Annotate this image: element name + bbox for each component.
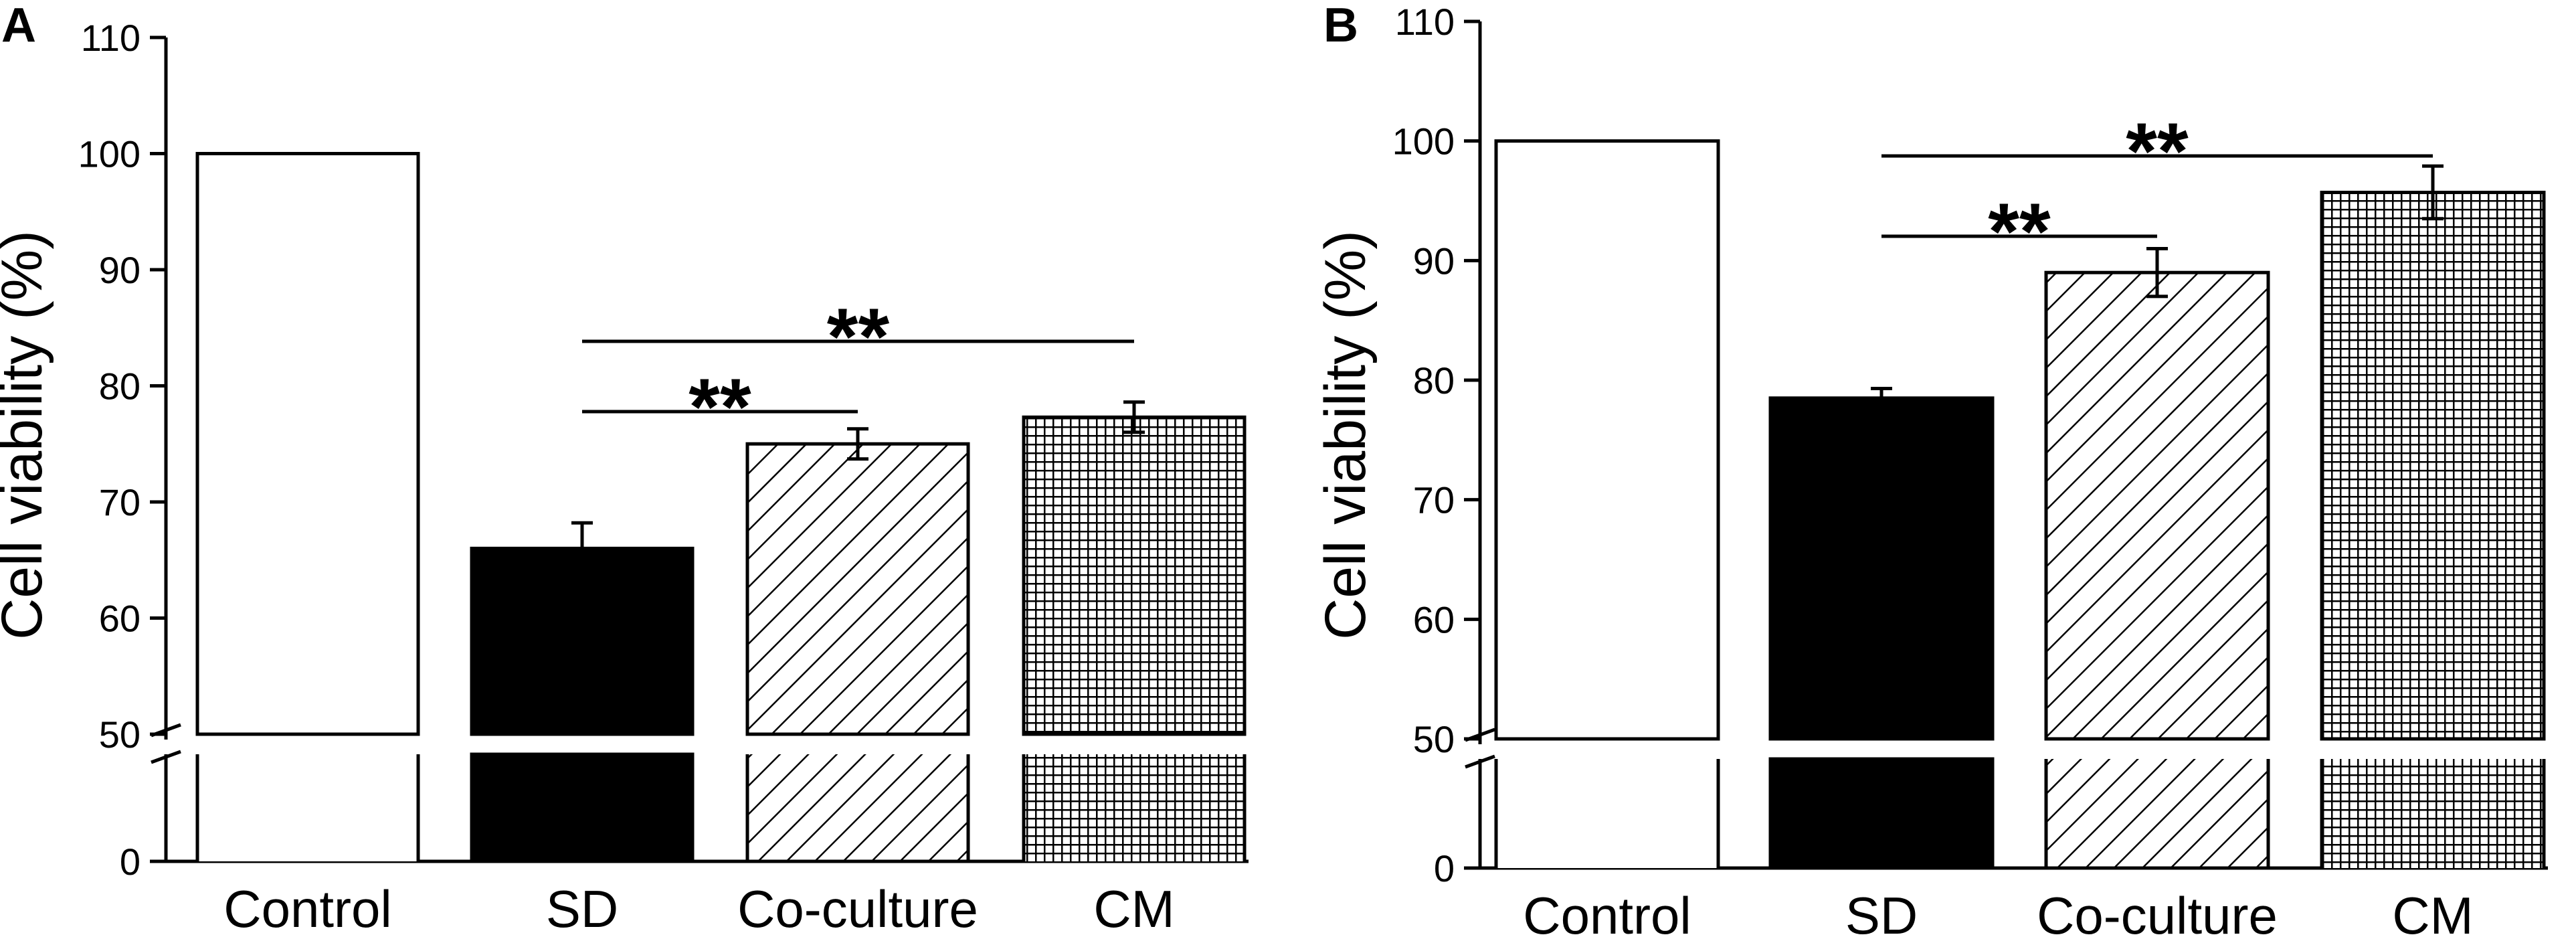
bar xyxy=(2044,270,2270,741)
y-tick-label: 0 xyxy=(1434,847,1455,889)
bar-lower xyxy=(1496,759,1718,868)
y-tick-label: 80 xyxy=(1413,359,1455,402)
axis-break-mark xyxy=(151,750,181,764)
significance-label: ** xyxy=(827,292,890,381)
chart-panel-b: B Cell viability (%) 0 50 60 70 80 90 100 110 Co… xyxy=(1313,0,2548,941)
significance-label: ** xyxy=(688,362,751,452)
y-axis-label: Cell viability (%) xyxy=(1313,230,1378,640)
y-tick-label: 80 xyxy=(99,365,141,408)
y-axis-label: Cell viability (%) xyxy=(0,230,54,640)
bar-lower xyxy=(470,752,695,863)
x-tick-label: Co-culture xyxy=(737,879,978,938)
axis-break-mark xyxy=(1465,754,1495,769)
y-tick-label: 110 xyxy=(1395,1,1455,43)
bar xyxy=(745,442,970,736)
y-tick-label: 100 xyxy=(1392,120,1455,163)
x-tick-label: CM xyxy=(1093,879,1174,938)
y-tick-label: 110 xyxy=(81,17,141,59)
y-tick-label: 100 xyxy=(78,133,141,175)
panel-label: B xyxy=(1323,0,1358,52)
y-tick-label: 90 xyxy=(1413,240,1455,282)
x-tick-label: CM xyxy=(2392,886,2473,941)
x-tick-label: Co-culture xyxy=(2037,886,2278,941)
x-tick-label: SD xyxy=(1845,886,1918,941)
x-tick-label: Control xyxy=(1523,886,1691,941)
y-tick-label: 90 xyxy=(99,249,141,291)
y-tick-label: 70 xyxy=(99,481,141,523)
bar-lower xyxy=(2046,759,2268,868)
bar-lower xyxy=(1768,757,1995,870)
chart-panel-a: A Cell viability (%) 0 50 60 70 80 90 100 110 Co… xyxy=(0,0,1249,938)
y-tick-label: 50 xyxy=(99,713,141,756)
bar xyxy=(195,152,420,736)
x-tick-label: Control xyxy=(223,879,391,938)
y-tick-label: 70 xyxy=(1413,479,1455,521)
y-tick-label: 60 xyxy=(1413,598,1455,640)
y-tick-label: 0 xyxy=(120,841,141,883)
x-tick-label: SD xyxy=(546,879,618,938)
y-tick-label: 50 xyxy=(1413,718,1455,760)
significance-label: ** xyxy=(1988,187,2051,276)
bar xyxy=(1022,415,1247,736)
bar-lower xyxy=(1024,754,1245,861)
bar xyxy=(470,546,695,736)
bar xyxy=(1768,396,1995,741)
bar-lower xyxy=(197,754,418,861)
significance-label: ** xyxy=(2126,106,2189,196)
bar-lower xyxy=(2322,759,2544,868)
bar xyxy=(1494,139,1720,741)
y-tick-label: 60 xyxy=(99,598,141,640)
panel-label: A xyxy=(1,0,36,52)
bar-lower xyxy=(747,754,968,861)
bar xyxy=(2320,190,2546,741)
